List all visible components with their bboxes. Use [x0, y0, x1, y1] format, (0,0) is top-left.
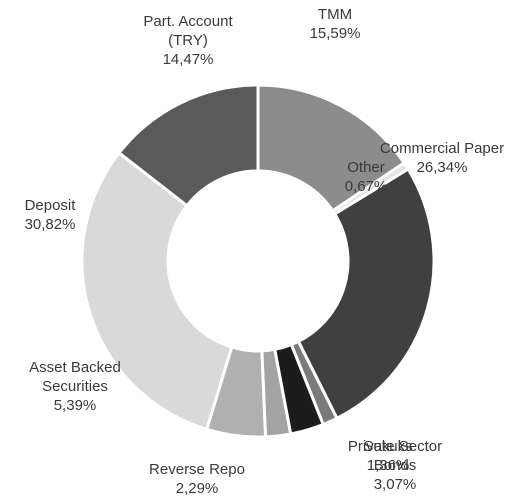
label-name: Asset Backed Securities	[29, 359, 121, 395]
label-name: Private Sector Bonds	[347, 438, 443, 474]
label-value: 3,07%	[373, 476, 417, 493]
label-name: Commercial Paper	[379, 140, 505, 157]
label-value: 26,34%	[416, 159, 468, 176]
slice-label: Part. Account (TRY) 14,47%	[128, 12, 248, 69]
label-value: 30,82%	[24, 216, 76, 233]
label-name: Reverse Repo	[149, 461, 245, 478]
label-value: 1,36%	[366, 457, 410, 474]
slice-label: TMM 15,59%	[295, 5, 375, 43]
label-name: Deposit	[24, 197, 76, 214]
label-name: Other	[347, 159, 385, 176]
slice-label: Deposit 30,82%	[5, 196, 95, 234]
slice-label: Sukuks 1,36%	[353, 437, 423, 475]
label-name: Sukuks	[363, 438, 413, 455]
label-value: 0,67%	[344, 178, 388, 195]
slice	[296, 167, 436, 421]
slice-label: Reverse Repo 2,29%	[132, 460, 262, 498]
slice-label: Private Sector Bonds 3,07%	[330, 437, 460, 494]
slice-label: Asset Backed Securities 5,39%	[10, 358, 140, 415]
label-value: 5,39%	[53, 397, 97, 414]
label-name: TMM	[317, 6, 353, 23]
slice	[117, 83, 260, 208]
label-value: 15,59%	[309, 25, 361, 42]
slice-label: Commercial Paper 26,34%	[357, 139, 525, 177]
label-value: 2,29%	[175, 480, 219, 497]
label-value: 14,47%	[162, 51, 214, 68]
slice-label: Other 0,67%	[336, 158, 396, 196]
label-name: Part. Account (TRY)	[143, 13, 233, 49]
slice	[80, 150, 234, 432]
